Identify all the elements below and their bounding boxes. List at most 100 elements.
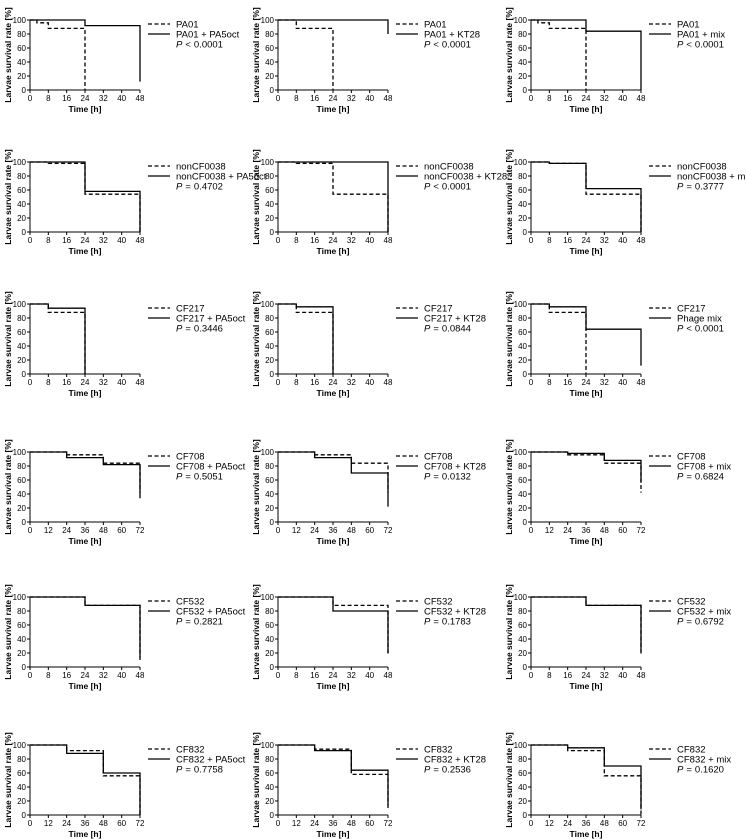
survival-panel: 0 20 40 60 80 100 0 8 16 24 32 40 48 Time [h] Larvae s…: [3, 584, 246, 691]
x-tick-label: 48: [136, 94, 145, 103]
y-tick-label: 20: [518, 649, 527, 658]
p-value: P = 0.2536: [424, 765, 471, 776]
p-number: 0.0001: [695, 324, 724, 335]
x-axis-label: Time [h]: [317, 388, 350, 398]
legend-label: CF708: [677, 452, 706, 463]
p-operator: =: [185, 765, 191, 776]
y-tick-label: 20: [265, 797, 274, 806]
y-tick-label: 80: [265, 755, 274, 764]
y-tick-label: 40: [265, 490, 274, 499]
x-tick-label: 32: [600, 378, 609, 387]
legend-label: Phage mix: [677, 314, 722, 325]
legend-label: CF832 + mix: [677, 755, 731, 766]
p-symbol: P: [677, 472, 684, 483]
x-tick-label: 36: [329, 819, 338, 828]
y-tick-label: 100: [514, 300, 528, 309]
legend-label: CF708 + PA5oct: [176, 462, 246, 473]
x-tick-label: 72: [384, 819, 393, 828]
y-tick-label: 80: [17, 172, 26, 181]
x-tick-label: 40: [365, 378, 374, 387]
x-tick-label: 60: [117, 819, 126, 828]
x-tick-label: 0: [529, 819, 534, 828]
y-tick-label: 20: [265, 72, 274, 81]
control-series-line: [30, 303, 86, 374]
x-tick-label: 40: [117, 378, 126, 387]
treated-series-line: [30, 596, 141, 658]
p-symbol: P: [176, 40, 183, 51]
p-value: P = 0.1620: [677, 765, 724, 776]
p-number: 0.5051: [194, 472, 223, 483]
p-value: P = 0.0132: [424, 472, 471, 483]
treated-series-line: [30, 303, 86, 374]
control-series-line: [278, 303, 334, 374]
legend-label: CF532: [677, 597, 706, 608]
x-tick-label: 12: [545, 526, 554, 535]
y-tick-label: 40: [17, 490, 26, 499]
x-tick-label: 12: [44, 819, 53, 828]
y-tick-label: 0: [523, 370, 528, 379]
p-symbol: P: [176, 617, 183, 628]
x-tick-label: 0: [28, 94, 33, 103]
p-symbol: P: [677, 617, 684, 628]
x-tick-label: 0: [276, 671, 281, 680]
y-tick-label: 40: [17, 783, 26, 792]
y-tick-label: 80: [265, 314, 274, 323]
p-number: 0.0001: [442, 182, 471, 193]
x-tick-label: 0: [529, 526, 534, 535]
y-tick-label: 80: [265, 462, 274, 471]
p-symbol: P: [176, 765, 183, 776]
legend-label: CF217: [677, 304, 706, 315]
x-tick-label: 48: [99, 526, 108, 535]
legend-label: CF532: [424, 597, 453, 608]
treated-series-line: [531, 596, 642, 652]
p-symbol: P: [677, 765, 684, 776]
legend-label: CF532 + KT28: [424, 607, 486, 618]
x-tick-label: 16: [563, 94, 572, 103]
x-tick-label: 16: [62, 236, 71, 245]
x-tick-label: 16: [62, 378, 71, 387]
x-axis-label: Time [h]: [69, 104, 102, 114]
y-tick-label: 40: [265, 635, 274, 644]
x-tick-label: 16: [62, 671, 71, 680]
legend-label: CF832 + PA5oct: [176, 755, 246, 766]
y-tick-label: 0: [523, 811, 528, 820]
x-tick-label: 0: [28, 526, 33, 535]
p-value: P <0.0001: [176, 40, 223, 51]
x-axis-label: Time [h]: [317, 536, 350, 546]
x-tick-label: 24: [81, 378, 90, 387]
y-tick-label: 40: [17, 635, 26, 644]
y-tick-label: 60: [17, 476, 26, 485]
x-tick-label: 0: [276, 526, 281, 535]
x-tick-label: 8: [46, 236, 51, 245]
treated-series-line: [30, 451, 141, 499]
x-tick-label: 36: [329, 526, 338, 535]
p-symbol: P: [677, 40, 684, 51]
y-tick-label: 40: [265, 783, 274, 792]
x-tick-label: 12: [292, 526, 301, 535]
x-tick-label: 24: [582, 671, 591, 680]
x-tick-label: 0: [276, 236, 281, 245]
y-tick-label: 60: [518, 186, 527, 195]
y-tick-label: 60: [265, 186, 274, 195]
y-axis-label: Larvae survival rate [%]: [504, 7, 514, 103]
x-tick-label: 16: [563, 671, 572, 680]
p-operator: =: [686, 182, 692, 193]
x-tick-label: 24: [310, 819, 319, 828]
x-tick-label: 48: [347, 526, 356, 535]
x-tick-label: 36: [81, 526, 90, 535]
y-tick-label: 60: [265, 621, 274, 630]
x-tick-label: 16: [310, 94, 319, 103]
y-tick-label: 100: [514, 448, 528, 457]
y-tick-label: 60: [265, 44, 274, 53]
y-tick-label: 80: [265, 607, 274, 616]
x-tick-label: 8: [46, 671, 51, 680]
p-number: 0.3777: [695, 182, 724, 193]
treated-series-line: [531, 161, 642, 232]
p-operator: =: [185, 617, 191, 628]
x-axis-label: Time [h]: [570, 388, 603, 398]
p-value: P = 0.3446: [176, 324, 223, 335]
x-tick-label: 0: [276, 378, 281, 387]
y-tick-label: 60: [265, 328, 274, 337]
survival-panel: 0 20 40 60 80 100 0 8 16 24 32 40 48 Time [h] Larvae s…: [251, 291, 486, 398]
y-tick-label: 40: [518, 342, 527, 351]
